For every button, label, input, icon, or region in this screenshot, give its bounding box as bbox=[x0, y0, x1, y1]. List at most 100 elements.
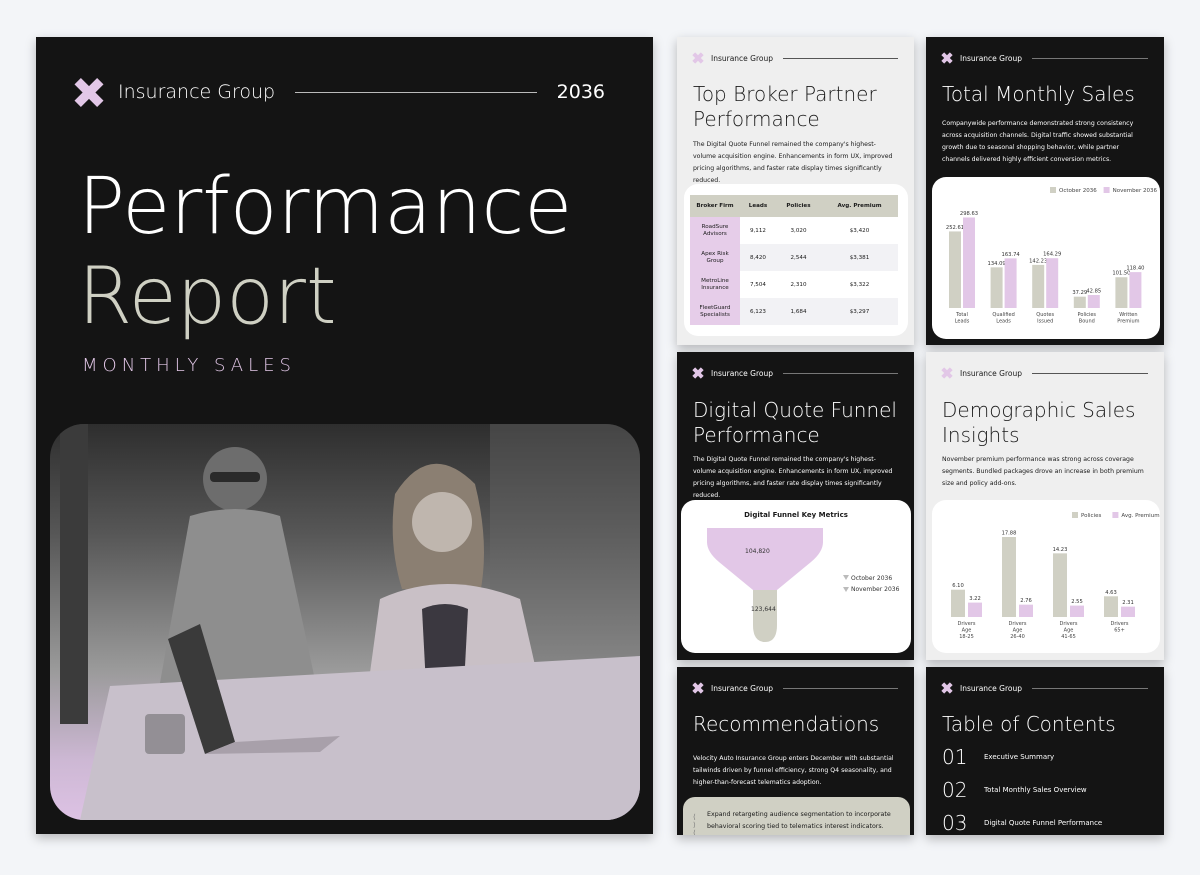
data-label: 17.88 bbox=[1002, 531, 1017, 537]
tick-label: Premium bbox=[1117, 319, 1139, 325]
table-cell: 2,310 bbox=[790, 281, 807, 288]
data-label: 14.23 bbox=[1053, 547, 1068, 553]
data-label: 118.40 bbox=[1126, 266, 1144, 272]
sales-bar-chart: October 2036 November 2036 252.61 298.63 Tot… bbox=[946, 187, 1158, 325]
toc-label: Digital Quote Funnel Performance bbox=[984, 819, 1103, 827]
demographic-page: Insurance Group Demographic Sales Insigh… bbox=[926, 352, 1164, 660]
cover-page: Insurance Group 2036 Performance Report … bbox=[36, 37, 653, 834]
cover-photo bbox=[50, 424, 640, 820]
broker-page: Insurance Group Top Broker Partner Perfo… bbox=[677, 37, 914, 345]
data-label: 164.29 bbox=[1043, 252, 1061, 258]
divider bbox=[1032, 372, 1148, 374]
sales-chart-card: October 2036 November 2036 252.61 298.63 Tot… bbox=[932, 177, 1160, 339]
chart-bar bbox=[968, 602, 982, 617]
funnel-chart-title: Digital Funnel Key Metrics bbox=[744, 511, 848, 519]
data-label: 2.55 bbox=[1071, 599, 1083, 605]
tick-label: Qualified bbox=[992, 312, 1014, 318]
page-header: Insurance Group bbox=[693, 683, 898, 693]
legend-label: Avg. Premium bbox=[1121, 513, 1159, 519]
broker-title: Top Broker Partner Performance bbox=[693, 82, 877, 131]
table-cell: Apex Risk Group bbox=[690, 244, 740, 271]
data-label: 4.63 bbox=[1105, 590, 1117, 596]
tick-label: Drivers bbox=[1009, 621, 1027, 627]
data-label: 6.10 bbox=[952, 583, 964, 589]
rec-item-text: Expand retargeting audience segmentation… bbox=[707, 811, 891, 830]
table-cell: $3,381 bbox=[821, 244, 898, 271]
logo-x-icon bbox=[942, 368, 952, 378]
page-header: Insurance Group bbox=[942, 53, 1148, 63]
funnel-top-value: 104,820 bbox=[745, 548, 770, 555]
cover-title-line1: Performance bbox=[78, 162, 573, 252]
tick-label: Leads bbox=[955, 319, 970, 325]
demo-body: November premium performance was strong … bbox=[942, 456, 1144, 487]
divider bbox=[783, 57, 898, 59]
tick-label: 26-40 bbox=[1010, 634, 1025, 640]
toc-label: Total Monthly Sales Overview bbox=[984, 786, 1087, 794]
cover-subtitle: MONTHLY SALES bbox=[82, 355, 296, 376]
divider bbox=[1032, 57, 1148, 59]
divider bbox=[783, 372, 898, 374]
demo-title: Demographic Sales Insights bbox=[942, 398, 1136, 447]
toc-item[interactable]: 01 Executive Summary bbox=[942, 745, 1054, 769]
table-cell: RoadSure Advisors bbox=[690, 217, 740, 244]
table-row: MetroLine Insurance 7,504 2,310 $3,322 bbox=[690, 271, 898, 298]
zigzag-icon: ⟨ ⟩ ⟨ bbox=[693, 813, 696, 835]
table-cell: 8,420 bbox=[740, 244, 776, 271]
data-label: 252.61 bbox=[946, 225, 964, 231]
chart-bar bbox=[951, 589, 965, 617]
page-header: Insurance Group bbox=[693, 368, 898, 378]
tick-label: Issued bbox=[1037, 319, 1053, 325]
data-label: 37.29 bbox=[1072, 290, 1087, 296]
chart-bar bbox=[1087, 295, 1100, 308]
data-label: 142.23 bbox=[1029, 258, 1047, 264]
header-org: Insurance Group bbox=[960, 368, 1023, 378]
toc-page: Insurance Group Table of Contents 01 Exe… bbox=[926, 667, 1164, 835]
rec-item-box: ⟨ ⟩ ⟨ Expand retargeting audience segmenta… bbox=[683, 797, 910, 835]
demo-chart-card: Policies Avg. Premium 6.10 3.22 Drivers Age 18… bbox=[932, 500, 1160, 653]
divider bbox=[1032, 687, 1148, 689]
table-cell: FleetGuard Specialists bbox=[690, 298, 740, 325]
chart-bar bbox=[1053, 553, 1067, 617]
col-header: Broker Firm bbox=[690, 195, 740, 217]
tick-label: Total bbox=[955, 312, 968, 318]
data-label: 2.76 bbox=[1020, 598, 1032, 604]
data-label: 3.22 bbox=[969, 596, 981, 602]
table-cell: 9,112 bbox=[749, 227, 766, 234]
cover-org-name: Insurance Group bbox=[118, 81, 276, 103]
demo-bar-chart: Policies Avg. Premium6.103.22DriversAge18… bbox=[951, 512, 1160, 640]
sales-body: Companywide performance demonstrated str… bbox=[942, 120, 1134, 163]
broker-table: Broker Firm Leads Policies Avg. Premium … bbox=[690, 195, 898, 325]
table-cell: $3,322 bbox=[849, 281, 870, 288]
data-label: 42.85 bbox=[1086, 289, 1101, 295]
header-org: Insurance Group bbox=[711, 683, 774, 693]
toc-number: 03 bbox=[942, 811, 968, 835]
funnel-card: Digital Funnel Key Metrics 104,820 123,6… bbox=[681, 500, 911, 653]
table-cell: 2,544 bbox=[775, 244, 822, 271]
table-cell: $3,420 bbox=[849, 227, 870, 234]
legend-swatch bbox=[1103, 187, 1110, 193]
chart-bar bbox=[1070, 605, 1084, 617]
legend-swatch bbox=[1072, 512, 1078, 518]
header-org: Insurance Group bbox=[960, 53, 1023, 63]
toc-label: Executive Summary bbox=[984, 753, 1055, 761]
header-org: Insurance Group bbox=[711, 368, 774, 378]
logo-x-icon bbox=[693, 368, 703, 378]
toc-item[interactable]: 02 Total Monthly Sales Overview bbox=[942, 778, 1087, 802]
sales-page: Insurance Group Total Monthly Sales Comp… bbox=[926, 37, 1164, 345]
page-header: Insurance Group bbox=[942, 368, 1148, 378]
logo-x-icon bbox=[76, 79, 102, 105]
table-cell: MetroLine Insurance bbox=[690, 271, 740, 298]
data-label: 134.09 bbox=[988, 261, 1006, 267]
chart-bar bbox=[1073, 296, 1086, 308]
data-label: 2.31 bbox=[1122, 600, 1134, 606]
chart-bar bbox=[1121, 606, 1135, 617]
sales-title: Total Monthly Sales bbox=[942, 82, 1135, 106]
toc-item[interactable]: 03 Digital Quote Funnel Performance bbox=[942, 811, 1102, 835]
logo-x-icon bbox=[693, 683, 703, 693]
logo-x-icon bbox=[942, 53, 952, 63]
tick-label: Age bbox=[1064, 628, 1074, 634]
table-cell: $3,297 bbox=[821, 298, 898, 325]
legend-swatch bbox=[1050, 187, 1056, 193]
legend-label: November 2036 bbox=[1113, 188, 1158, 194]
funnel-body: The Digital Quote Funnel remained the co… bbox=[693, 456, 893, 499]
